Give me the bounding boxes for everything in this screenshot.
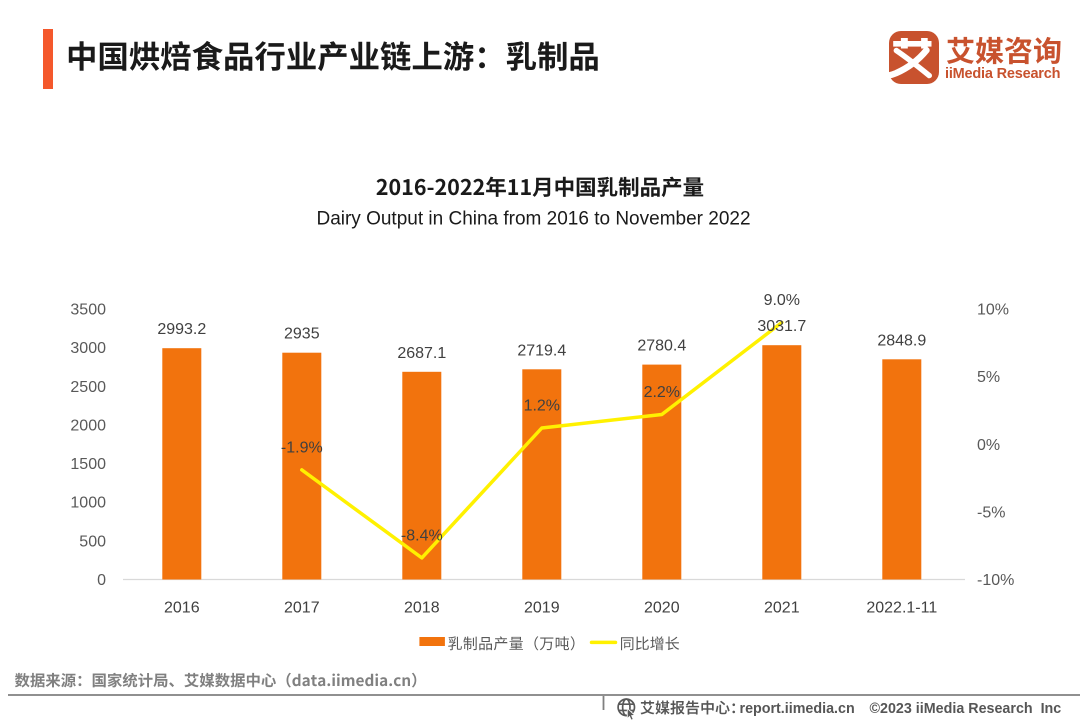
svg-text:-1.9%: -1.9%: [281, 439, 323, 456]
svg-text:2719.4: 2719.4: [517, 342, 566, 359]
svg-text:2000: 2000: [70, 417, 106, 434]
svg-text:3500: 3500: [70, 302, 106, 319]
svg-text:2020: 2020: [644, 599, 680, 616]
svg-text:1000: 1000: [70, 495, 106, 512]
svg-text:2993.2: 2993.2: [157, 321, 206, 338]
svg-text:-10%: -10%: [977, 572, 1014, 589]
svg-text:9.0%: 9.0%: [764, 292, 800, 309]
svg-text:500: 500: [79, 533, 106, 550]
svg-text:2935: 2935: [284, 326, 320, 343]
svg-text:report.iimedia.cn: report.iimedia.cn: [740, 701, 855, 717]
svg-text:-8.4%: -8.4%: [401, 527, 443, 544]
svg-text:3031.7: 3031.7: [757, 318, 806, 335]
svg-text:2016: 2016: [164, 599, 200, 616]
svg-text:2848.9: 2848.9: [877, 332, 926, 349]
svg-text:2687.1: 2687.1: [397, 345, 446, 362]
svg-text:3000: 3000: [70, 340, 106, 357]
svg-text:0%: 0%: [977, 437, 1000, 454]
svg-text:5%: 5%: [977, 369, 1000, 386]
svg-text:©2023 iiMedia Research Inc: ©2023 iiMedia Research Inc: [870, 701, 1062, 717]
svg-text:2017: 2017: [284, 599, 320, 616]
svg-text:2780.4: 2780.4: [637, 338, 686, 355]
svg-text:0: 0: [97, 572, 106, 589]
svg-text:-5%: -5%: [977, 504, 1005, 521]
svg-text:2.2%: 2.2%: [644, 384, 680, 401]
svg-text:10%: 10%: [977, 302, 1009, 319]
svg-text:iiMedia Research: iiMedia Research: [945, 66, 1060, 82]
svg-text:2500: 2500: [70, 379, 106, 396]
svg-text:Dairy Output in China from 201: Dairy Output in China from 2016 to Novem…: [316, 209, 750, 230]
svg-text:2022.1-11: 2022.1-11: [866, 599, 937, 616]
svg-text:2019: 2019: [524, 599, 560, 616]
svg-text:2021: 2021: [764, 599, 800, 616]
svg-text:1.2%: 1.2%: [524, 398, 560, 415]
svg-text:2018: 2018: [404, 599, 440, 616]
svg-text:1500: 1500: [70, 456, 106, 473]
